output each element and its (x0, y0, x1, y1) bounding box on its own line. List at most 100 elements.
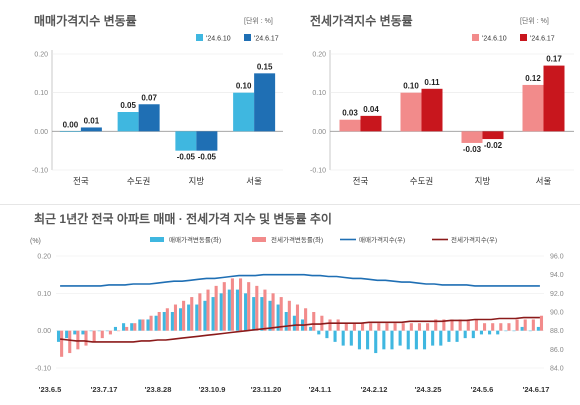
sale-rate-bar (203, 300, 207, 331)
data-label: 0.01 (84, 116, 100, 125)
jeonse-rate-bar (149, 315, 153, 331)
sale-rate-bar (195, 304, 199, 331)
jeonse-rate-bar (523, 319, 527, 331)
sale-rate-bar (211, 297, 215, 331)
sale-rate-bar (73, 330, 77, 335)
section-divider (0, 204, 580, 205)
bar (421, 88, 443, 132)
sale-rate-bar (398, 330, 402, 346)
jeonse-rate-bar (434, 319, 438, 331)
jeonse-rate-bar (483, 323, 487, 331)
jeonse-rate-title: 전세가격지수 변동률 (310, 14, 413, 28)
jeonse-rate-bar (361, 323, 365, 331)
legend-swatch (472, 34, 479, 41)
data-label: 0.15 (257, 62, 273, 71)
data-label: 0.07 (141, 93, 157, 102)
sale-rate-bar (496, 330, 500, 335)
sale-rate-bar (130, 323, 134, 331)
jeonse-rate-bar (336, 319, 340, 331)
y-tick-label: -0.10 (32, 168, 48, 175)
sale-rate-bar (113, 326, 117, 331)
trend-panel: 최근 1년간 전국 아파트 매매 · 전세가격 지수 및 변동률 추이 (%) -… (0, 206, 580, 405)
jeonse-rate-bar (499, 323, 503, 331)
sale-rate-bar (455, 330, 459, 342)
x-category-label: 수도권 (127, 176, 150, 186)
right-tick-label: 94.0 (550, 272, 564, 279)
sale-rate-bar (520, 326, 524, 331)
legend-swatch (196, 34, 203, 41)
data-label: 0.04 (363, 105, 379, 114)
jeonse-rate-bar (125, 326, 129, 331)
y-tick-label: 0.10 (312, 90, 326, 97)
sale-rate-bar (138, 319, 142, 331)
data-label: -0.05 (177, 153, 196, 162)
data-label: -0.02 (484, 141, 503, 150)
jeonse-rate-bar (108, 330, 112, 335)
right-tick-label: 92.0 (550, 291, 564, 298)
data-label: -0.03 (463, 145, 482, 154)
sale-rate-bar (219, 293, 223, 331)
jeonse-rate-bar (84, 330, 88, 346)
legend-swatch (150, 237, 164, 242)
sale-rate-bar (488, 330, 492, 335)
bar (138, 104, 160, 132)
sale-rate-bar (463, 330, 467, 339)
jeonse-rate-bar (442, 319, 446, 331)
bar (400, 92, 422, 132)
x-category-label: 전국 (353, 176, 369, 186)
jeonse-rate-bar (117, 330, 121, 332)
jeonse-rate-bar (141, 319, 145, 331)
jeonse-rate-bar (295, 304, 300, 331)
sale-rate-bar (89, 330, 93, 332)
sale-rate-bar (422, 330, 427, 350)
jeonse-rate-bar (255, 285, 259, 331)
sale-rate-bar (146, 319, 150, 331)
jeonse-rate-bar (214, 285, 218, 331)
sale-rate-bar (341, 330, 345, 346)
jeonse-rate-bar (409, 323, 413, 331)
legend-label: 매매가격지수(우) (359, 235, 405, 244)
sale-rate-bar (227, 289, 231, 331)
jeonse-rate-bar (515, 319, 519, 331)
data-label: 0.10 (403, 82, 419, 91)
legend-swatch (244, 34, 251, 41)
sale-rate-bar (366, 330, 370, 350)
jeonse-rate-bar (173, 304, 178, 331)
legend-label: 매매가격변동률(좌) (169, 235, 221, 244)
jeonse-rate-bar (507, 323, 511, 331)
x-tick-label: '24.6.17 (523, 385, 550, 394)
data-label: -0.05 (198, 153, 217, 162)
jeonse-rate-bar (230, 278, 234, 331)
sale-rate-bar (260, 297, 264, 331)
sale-rate-bar (268, 300, 272, 331)
sale-rate-bar (284, 312, 288, 331)
x-tick-label: '23.7.17 (91, 385, 118, 394)
sale-rate-bar (187, 304, 191, 331)
x-category-label: 지방 (189, 176, 205, 186)
sale-rate-bar (439, 330, 443, 346)
bar (461, 131, 483, 143)
sale-rate-bar (309, 326, 313, 331)
data-label: 0.05 (120, 101, 136, 110)
sale-rate-bar (105, 330, 109, 332)
legend-label: 전세가격변동률(좌) (271, 235, 323, 244)
jeonse-rate-bar (182, 300, 186, 331)
sale-rate-bar (244, 293, 248, 331)
sale-rate-bar (504, 330, 508, 332)
legend-label: '24.6.10 (206, 36, 231, 43)
jeonse-rate-bar (133, 323, 137, 331)
right-tick-label: 96.0 (550, 254, 564, 261)
sale-rate-bar (162, 312, 166, 331)
jeonse-rate-bar (165, 308, 169, 331)
data-label: 0.11 (424, 78, 440, 87)
sale-rate-bar (317, 330, 321, 335)
x-tick-label: '23.11.20 (251, 385, 282, 394)
y-tick-label: -0.10 (310, 168, 326, 175)
y-tick-label: 0.20 (34, 52, 48, 59)
jeonse-rate-bar (352, 323, 356, 331)
sale-rate-bar (390, 330, 394, 350)
data-label: 0.10 (236, 82, 252, 91)
sale-rate-bar (536, 326, 540, 331)
sale-rate-bar (471, 330, 475, 339)
x-tick-label: '24.5.6 (471, 385, 494, 394)
